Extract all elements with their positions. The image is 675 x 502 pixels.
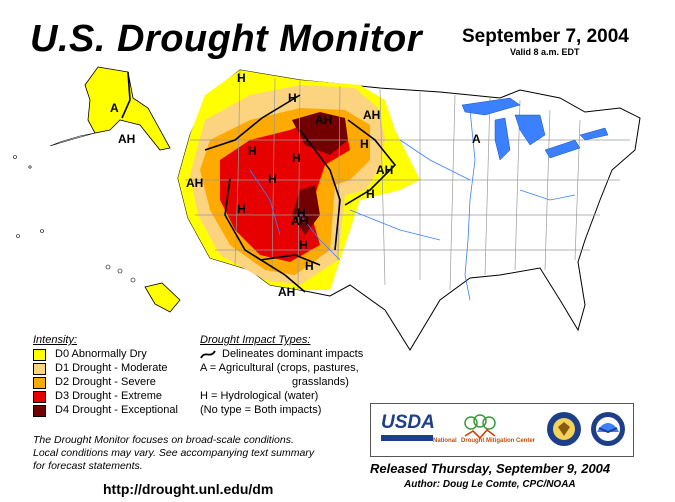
impact-boundaries — [204, 94, 397, 293]
usda-logo: USDA — [381, 412, 435, 433]
great-lakes — [461, 97, 609, 161]
swatch-d2 — [33, 377, 46, 389]
intensity-title: Intensity: — [33, 334, 78, 346]
state-borders — [185, 69, 630, 291]
usda-logo-bar — [381, 435, 433, 441]
label-ah-oregon: AH — [186, 176, 203, 190]
noaa-logo-icon — [591, 412, 625, 446]
commerce-seal-icon — [547, 412, 581, 446]
label-h-utah: H — [268, 172, 277, 186]
swatch-d1 — [33, 363, 46, 375]
impact-line-icon — [200, 350, 216, 359]
label-ah-2: AH — [363, 108, 380, 122]
impact-title: Drought Impact Types: — [200, 334, 311, 346]
ndmc-tree-icon — [464, 414, 496, 440]
map-date: September 7, 2004 — [462, 26, 629, 47]
label-h-wyoming: H — [292, 151, 301, 165]
site-url[interactable]: http://drought.unl.edu/dm — [103, 481, 274, 497]
map-title: U.S. Drought Monitor — [30, 18, 423, 60]
logos-box: USDA National Drought Mitigation Center — [370, 403, 634, 457]
rivers — [249, 109, 576, 301]
label-a-michigan: A — [472, 132, 481, 146]
release-date: Released Thursday, September 9, 2004 — [370, 461, 611, 476]
hawaii-inset — [144, 282, 181, 313]
impact-legend: Delineates dominant impacts A = Agricult… — [200, 348, 364, 416]
label-alaska-ah: AH — [118, 132, 135, 146]
swatch-d4 — [33, 405, 46, 417]
ndmc-name: Drought Mitigation Center — [461, 438, 535, 444]
author-credit: Author: Doug Le Comte, CPC/NOAA — [404, 479, 576, 490]
disclaimer-note: The Drought Monitor focuses on broad-sca… — [33, 434, 315, 472]
drought-map: A AH H H AH AH H H H AH AH H H H H AH H … — [13, 66, 641, 351]
ndmc-national: National — [433, 438, 457, 444]
swatch-d0 — [33, 349, 46, 361]
alaska-inset — [49, 66, 171, 151]
label-h-nebraska: H — [366, 187, 375, 201]
label-h-n-mexico: H — [305, 259, 314, 273]
label-h-s-dakota: H — [360, 137, 369, 151]
impact-none: (No type = Both impacts) — [200, 404, 322, 416]
label-ah-4: AH — [291, 214, 308, 228]
label-h-colorado: H — [297, 206, 306, 220]
label-h-arizona: H — [299, 238, 308, 252]
d4-area — [292, 112, 348, 235]
impact-a-cont: grasslands) — [292, 376, 349, 388]
swatch-d3 — [33, 391, 46, 403]
label-ah-1: AH — [315, 113, 332, 127]
label-alaska-a: A — [110, 101, 119, 115]
valid-time: Valid 8 a.m. EDT — [510, 47, 580, 57]
impact-h: H = Hydrological (water) — [200, 390, 319, 402]
label-h-montana: H — [237, 71, 246, 85]
intensity-legend: D0 Abnormally Dry D1 Drought - Moderate … — [33, 348, 203, 423]
map-labels: A AH H H AH AH H H H AH AH H H H H AH H … — [110, 71, 481, 299]
label-h-n-dakota: H — [288, 91, 297, 105]
impact-a: A = Agricultural (crops, pastures, — [200, 362, 359, 374]
label-ah-3: AH — [376, 163, 393, 177]
label-h-nevada: H — [237, 202, 246, 216]
label-h-idaho: H — [248, 144, 257, 158]
label-ah-5: AH — [278, 285, 295, 299]
